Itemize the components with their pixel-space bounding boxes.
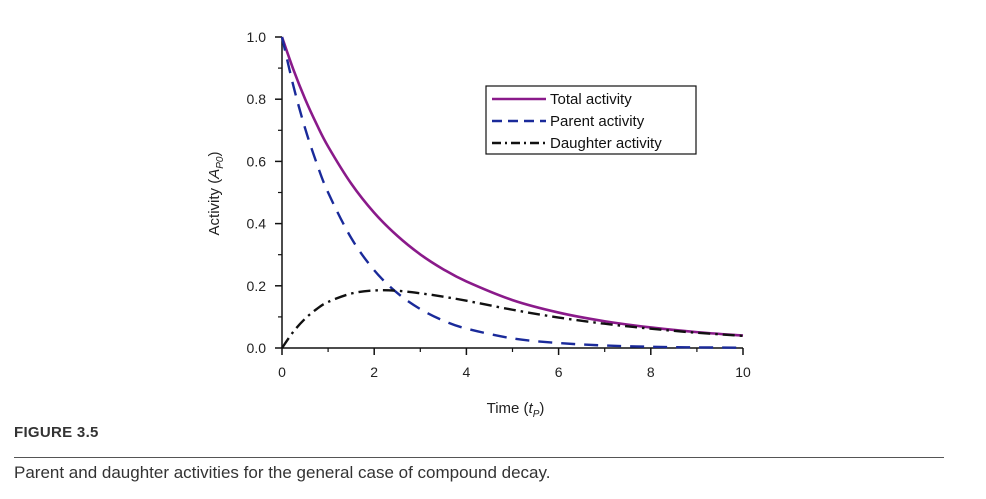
figure-caption: Parent and daughter activities for the g… bbox=[14, 463, 551, 482]
y-tick-label: 0.2 bbox=[247, 278, 267, 294]
series-lines bbox=[280, 36, 744, 349]
x-tick-label: 6 bbox=[555, 364, 563, 380]
legend-label-1: Parent activity bbox=[550, 113, 645, 130]
series-line-1 bbox=[280, 36, 744, 349]
y-tick-label: 0.8 bbox=[247, 91, 267, 107]
legend-label-2: Daughter activity bbox=[550, 135, 662, 152]
x-tick-label: 8 bbox=[647, 364, 655, 380]
y-axis-title: Activity (AP0) bbox=[206, 152, 226, 236]
caption-divider bbox=[14, 457, 944, 458]
x-axis-title: Time (tP) bbox=[487, 400, 545, 420]
x-tick-label: 4 bbox=[463, 364, 471, 380]
series-line-0 bbox=[280, 36, 744, 337]
x-tick-label: 10 bbox=[735, 364, 751, 380]
series-line-2 bbox=[281, 289, 744, 349]
legend-box bbox=[485, 85, 697, 155]
axes: 0.0 0.2 0.4 0.6 0.8 1.0 0 2 4 6 8 10 bbox=[247, 29, 751, 380]
y-tick-label: 0.0 bbox=[247, 340, 267, 356]
y-tick-label: 0.6 bbox=[247, 153, 267, 169]
x-tick-label: 0 bbox=[278, 364, 286, 380]
decay-chart: 0.0 0.2 0.4 0.6 0.8 1.0 0 2 4 6 8 10 Total activity… bbox=[206, 29, 751, 420]
legend-label-0: Total activity bbox=[550, 91, 632, 108]
figure-label: FIGURE 3.5 bbox=[14, 424, 99, 441]
y-tick-label: 0.4 bbox=[247, 216, 267, 232]
y-tick-label: 1.0 bbox=[247, 29, 267, 45]
legend: Total activity Parent activity Daughter ac… bbox=[485, 85, 697, 155]
axis-titles: Time (tP) Activity (AP0) bbox=[206, 152, 544, 420]
x-tick-label: 2 bbox=[370, 364, 378, 380]
